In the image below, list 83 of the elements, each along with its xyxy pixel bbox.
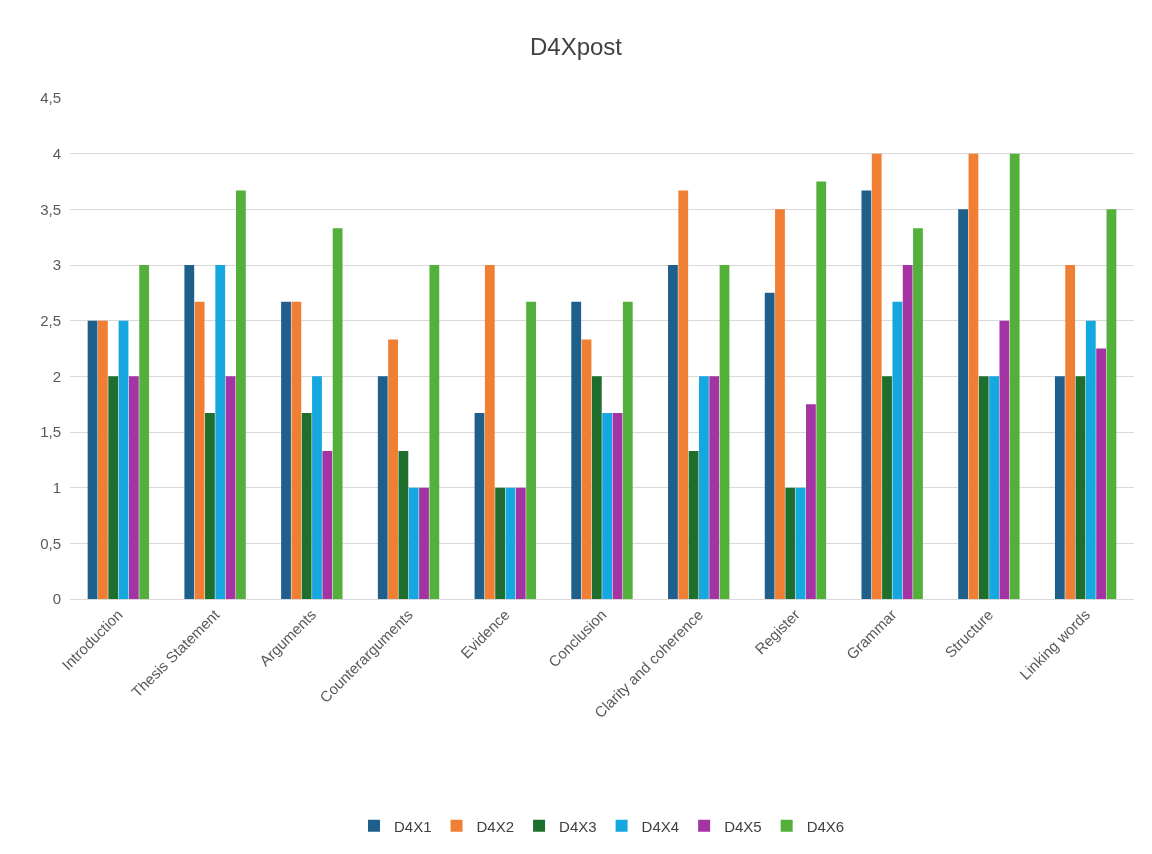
bar bbox=[709, 376, 720, 599]
bar bbox=[205, 413, 215, 599]
bar bbox=[622, 301, 633, 599]
bar bbox=[688, 450, 699, 599]
bar bbox=[902, 265, 913, 599]
y-tick-label: 1 bbox=[52, 478, 61, 496]
bar bbox=[775, 209, 785, 599]
bar bbox=[408, 487, 419, 599]
legend-label: D4X4 bbox=[641, 817, 680, 835]
chart-title: D4Xpost bbox=[529, 33, 623, 61]
bar bbox=[999, 320, 1010, 599]
bar bbox=[816, 181, 827, 599]
legend-label: D4X6 bbox=[806, 817, 845, 835]
y-tick-label: 2 bbox=[52, 367, 61, 385]
bar bbox=[913, 228, 923, 599]
bar bbox=[1054, 376, 1065, 599]
bar bbox=[87, 320, 98, 599]
bar bbox=[806, 404, 816, 599]
bar bbox=[678, 190, 689, 599]
bar bbox=[225, 376, 236, 599]
bar bbox=[235, 190, 246, 599]
bar bbox=[332, 228, 343, 599]
bar bbox=[892, 301, 903, 599]
bar bbox=[1106, 209, 1117, 599]
bar bbox=[215, 265, 226, 599]
bar bbox=[785, 487, 796, 599]
bar bbox=[871, 153, 882, 599]
bar bbox=[526, 301, 536, 599]
bar bbox=[968, 153, 979, 599]
bar bbox=[301, 413, 312, 599]
bar bbox=[377, 376, 388, 599]
bar bbox=[571, 301, 582, 599]
bar bbox=[795, 487, 806, 599]
y-tick-label: 3 bbox=[52, 256, 61, 274]
legend-label: D4X5 bbox=[724, 817, 762, 835]
y-tick-label: 0,5 bbox=[40, 534, 61, 552]
y-tick-label: 4 bbox=[52, 144, 61, 162]
bar bbox=[1075, 376, 1086, 599]
bar bbox=[312, 376, 322, 599]
bar bbox=[128, 376, 139, 599]
bar bbox=[602, 413, 613, 599]
bar bbox=[291, 301, 302, 599]
bar bbox=[719, 265, 730, 599]
bar bbox=[474, 413, 485, 599]
bar bbox=[118, 320, 129, 599]
bar bbox=[97, 320, 108, 599]
bar bbox=[1096, 348, 1107, 599]
bar bbox=[989, 376, 999, 599]
y-tick-label: 3,5 bbox=[40, 200, 61, 218]
y-tick-label: 2,5 bbox=[40, 311, 61, 329]
y-tick-label: 4,5 bbox=[40, 89, 61, 107]
legend-label: D4X1 bbox=[394, 817, 432, 835]
bar bbox=[591, 376, 602, 599]
bar bbox=[581, 339, 592, 599]
bar bbox=[398, 450, 409, 599]
bar bbox=[194, 301, 205, 599]
bar bbox=[515, 487, 526, 599]
bar bbox=[184, 265, 195, 599]
bar bbox=[429, 265, 440, 599]
bar bbox=[281, 301, 291, 599]
bar bbox=[505, 487, 516, 599]
bar bbox=[388, 339, 398, 599]
bar bbox=[764, 292, 775, 599]
bar bbox=[1009, 153, 1020, 599]
bar bbox=[1085, 320, 1096, 599]
bar bbox=[668, 265, 678, 599]
bar bbox=[495, 487, 506, 599]
bar bbox=[861, 190, 872, 599]
bar bbox=[978, 376, 989, 599]
bar bbox=[882, 376, 892, 599]
bar bbox=[139, 265, 150, 599]
legend-label: D4X2 bbox=[476, 817, 515, 835]
y-tick-label: 0 bbox=[52, 590, 61, 608]
y-tick-label: 1,5 bbox=[40, 423, 61, 441]
bar bbox=[419, 487, 429, 599]
bar bbox=[1065, 265, 1076, 599]
bar bbox=[322, 450, 333, 599]
bar bbox=[698, 376, 709, 599]
bar bbox=[484, 265, 495, 599]
bar bbox=[108, 376, 119, 599]
bar bbox=[958, 209, 969, 599]
bar bbox=[612, 413, 623, 599]
legend-label: D4X3 bbox=[559, 817, 597, 835]
